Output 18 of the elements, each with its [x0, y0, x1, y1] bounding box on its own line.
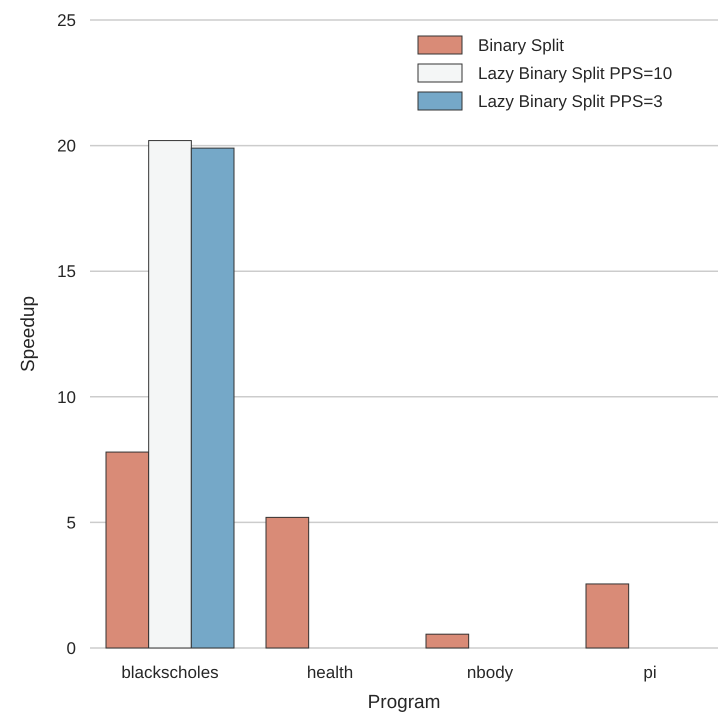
legend-label: Lazy Binary Split PPS=10: [478, 64, 672, 83]
x-tick-label: blackscholes: [121, 663, 219, 682]
bar: [426, 634, 470, 648]
legend-label: Binary Split: [478, 36, 564, 55]
x-tick-label: health: [306, 663, 354, 682]
x-tick-label: pi: [643, 663, 657, 682]
legend-label: Lazy Binary Split PPS=3: [478, 92, 663, 111]
y-tick-label: 5: [66, 513, 76, 532]
bar: [266, 516, 310, 648]
y-tick-label: 15: [57, 262, 76, 282]
x-axis-title: Program: [368, 692, 440, 713]
y-tick-label: 20: [57, 136, 76, 156]
y-tick-label: 0: [66, 638, 76, 658]
bar: [586, 583, 630, 648]
y-tick-label: 10: [57, 388, 76, 407]
x-tick-label: nbody: [466, 663, 514, 682]
y-tick-label: 25: [57, 10, 76, 30]
y-axis-title: Speedup: [18, 296, 39, 372]
